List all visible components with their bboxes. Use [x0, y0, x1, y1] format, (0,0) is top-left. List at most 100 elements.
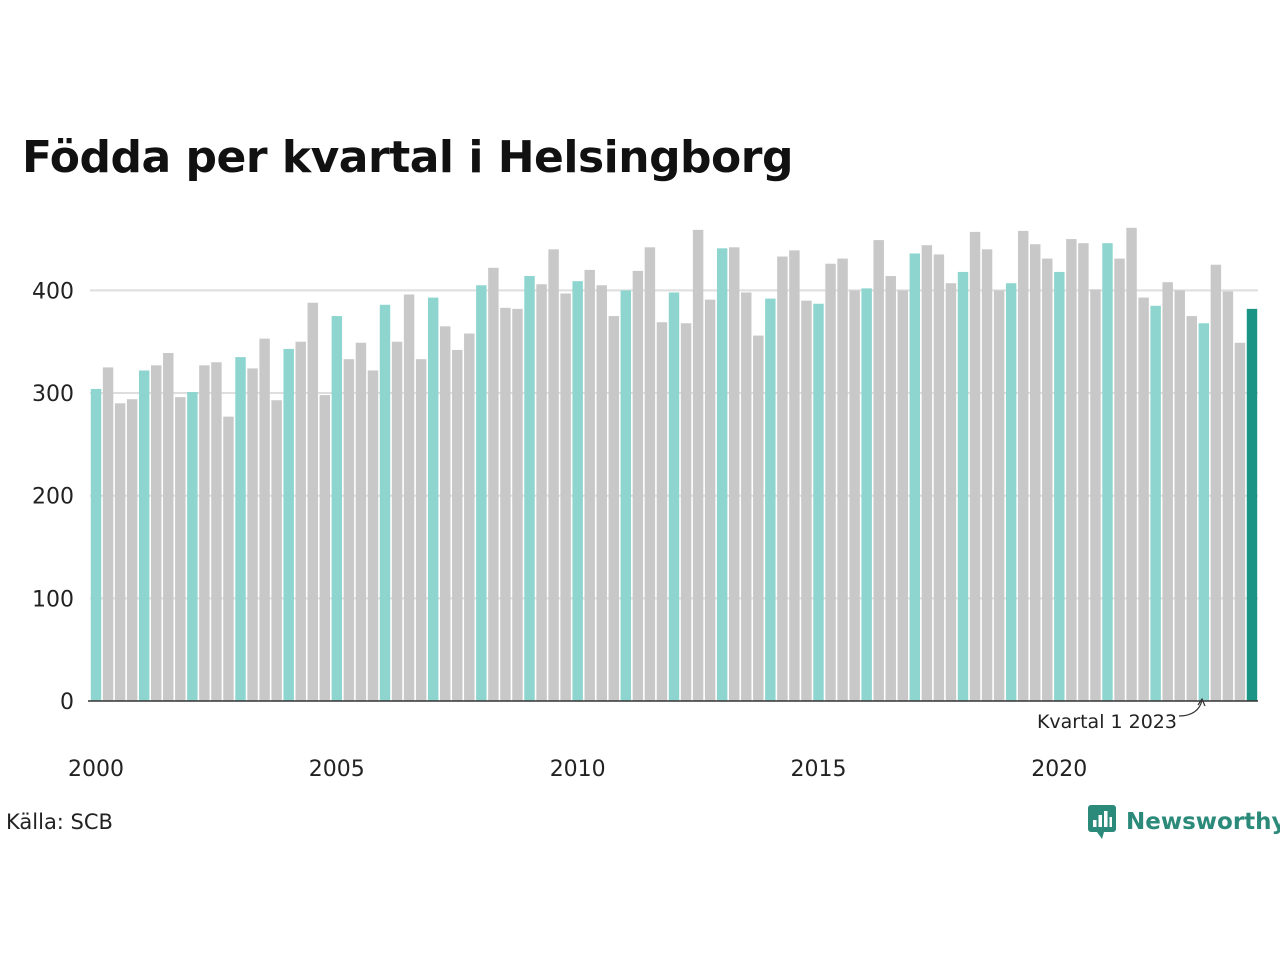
bar — [319, 395, 331, 701]
bar — [187, 392, 198, 701]
bar — [608, 316, 620, 701]
annotation-arrow — [1178, 699, 1203, 717]
bar — [415, 359, 427, 701]
bar — [403, 294, 415, 701]
bar — [668, 292, 680, 701]
x-tick-label: 2005 — [309, 757, 365, 782]
bar — [1090, 289, 1101, 701]
bar — [271, 400, 282, 701]
bar — [283, 348, 294, 701]
bar — [512, 308, 523, 701]
y-tick-label: 400 — [32, 279, 74, 304]
bar — [596, 285, 607, 701]
bar — [488, 267, 499, 701]
bar — [1246, 308, 1258, 701]
bar — [1114, 258, 1125, 701]
bar — [837, 258, 848, 701]
bar — [801, 300, 812, 701]
bar — [1017, 230, 1029, 702]
bar — [1174, 290, 1185, 701]
x-axis-labels: 2000 2005 2010 2015 2020 — [68, 757, 1087, 782]
bar — [247, 368, 258, 701]
bar — [367, 370, 379, 701]
bar — [849, 290, 860, 701]
bar — [1102, 243, 1113, 701]
bar — [753, 335, 764, 701]
x-tick-label: 2000 — [68, 757, 124, 782]
bar — [440, 326, 451, 701]
bar — [1030, 244, 1041, 701]
brand-logo: Newsworthy — [1088, 804, 1280, 840]
bar — [524, 276, 535, 701]
bar — [957, 271, 969, 701]
bar — [765, 298, 776, 701]
bar — [1234, 342, 1246, 701]
bar — [536, 284, 547, 701]
annotation-arrowhead — [1197, 697, 1206, 707]
y-axis-labels: 0 100 200 300 400 — [32, 279, 74, 715]
bar — [680, 323, 692, 701]
bar — [692, 229, 704, 701]
bar — [572, 281, 583, 701]
bar — [500, 307, 511, 701]
bar — [789, 250, 800, 701]
bar — [825, 263, 836, 701]
bar — [379, 304, 391, 701]
bar — [331, 316, 343, 701]
bar — [933, 254, 945, 701]
x-tick-label: 2015 — [791, 757, 847, 782]
bar — [656, 322, 668, 701]
y-tick-label: 0 — [60, 690, 74, 715]
y-tick-label: 300 — [32, 382, 74, 407]
bar — [126, 399, 138, 701]
y-tick-label: 200 — [32, 485, 74, 510]
bar — [355, 342, 367, 701]
newsworthy-logo-icon — [1088, 805, 1116, 839]
bar — [813, 303, 824, 701]
bar — [175, 397, 186, 701]
bar — [728, 247, 740, 702]
brand-name: Newsworthy — [1126, 809, 1280, 835]
bars — [90, 227, 1258, 702]
bar — [1042, 258, 1053, 701]
bar — [1005, 283, 1017, 701]
bar — [861, 288, 872, 701]
bar — [343, 359, 355, 701]
bar — [885, 276, 896, 701]
bar — [921, 245, 933, 702]
bar — [211, 362, 222, 701]
bar — [620, 290, 632, 701]
bar-chart: 0 100 200 300 400 2000 2005 2010 2015 2020 Kvart… — [32, 227, 1258, 782]
bar — [1222, 291, 1234, 701]
bar — [114, 403, 126, 701]
bar — [897, 290, 908, 701]
bar — [138, 370, 150, 701]
bar — [909, 253, 921, 701]
y-tick-label: 100 — [32, 587, 74, 612]
bar — [1126, 227, 1137, 701]
bar — [560, 293, 571, 701]
x-tick-label: 2020 — [1031, 757, 1087, 782]
bar — [644, 247, 656, 702]
bar — [199, 365, 210, 701]
bar — [716, 248, 728, 701]
bar — [102, 367, 114, 701]
bar — [307, 302, 318, 701]
bar — [1186, 316, 1197, 701]
x-tick-label: 2010 — [550, 757, 606, 782]
bar — [259, 338, 270, 701]
annotation: Kvartal 1 2023 — [1037, 697, 1206, 733]
bar — [452, 349, 463, 701]
bar — [295, 341, 306, 701]
annotation-label: Kvartal 1 2023 — [1037, 711, 1177, 733]
bar — [704, 299, 716, 701]
bar — [476, 285, 487, 701]
bar — [163, 353, 174, 701]
bar — [741, 292, 752, 701]
bar — [464, 333, 475, 701]
chart-title: Födda per kvartal i Helsingborg — [22, 132, 793, 183]
bar — [981, 249, 993, 701]
source-label: Källa: SCB — [6, 810, 113, 834]
bar — [1054, 271, 1065, 701]
bar — [427, 297, 439, 701]
